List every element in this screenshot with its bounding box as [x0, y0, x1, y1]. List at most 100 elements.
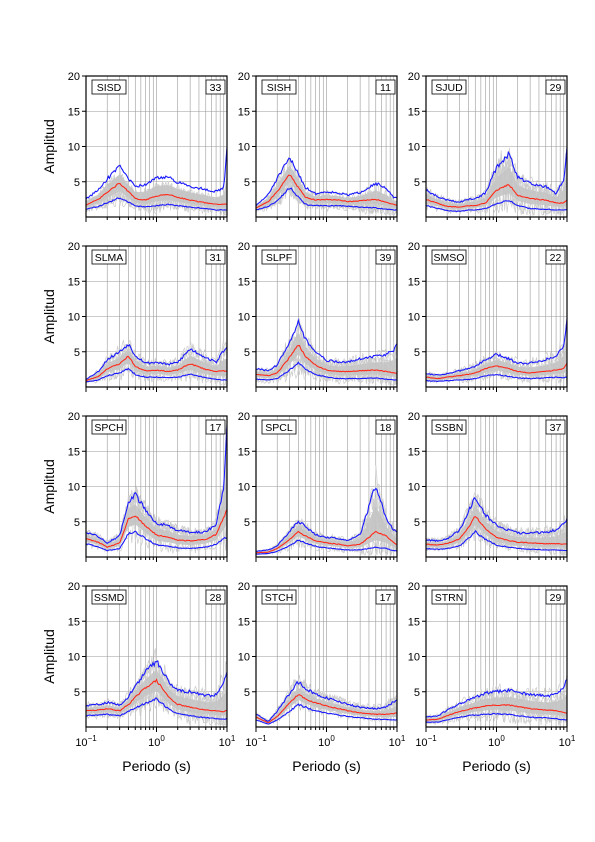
- y-axis-title: Amplitud: [41, 119, 57, 173]
- record-count-box: [545, 249, 566, 265]
- individual-record-line: [426, 368, 567, 385]
- x-ticks: [255, 387, 398, 392]
- y-tick-label: 20: [68, 581, 80, 593]
- x-tick-exponent: 1: [401, 734, 406, 743]
- y-ticks: [422, 245, 426, 353]
- y-tick-label: 5: [414, 517, 420, 529]
- y-tick-label: 5: [414, 687, 420, 699]
- upper-bound-line: [426, 679, 567, 718]
- y-tick-label: 15: [408, 276, 420, 288]
- y-ticks: [252, 75, 256, 183]
- x-ticks: [255, 217, 398, 222]
- x-tick-base: 10: [75, 737, 87, 749]
- x-axis-title: Periodo (s): [122, 758, 190, 774]
- mean-line: [426, 704, 567, 721]
- x-tick-label: 101: [389, 734, 406, 749]
- station-label: SSBN: [435, 422, 464, 434]
- mean-line: [256, 530, 397, 554]
- panel-data: [86, 147, 227, 216]
- spectrum-panel-spch: 5 10 15 20 SPCH 17 Amplitud: [41, 411, 228, 562]
- y-tick-label: 20: [238, 71, 250, 83]
- panel-data: [86, 339, 227, 386]
- y-tick-label: 15: [408, 106, 420, 118]
- upper-bound-line: [86, 343, 227, 380]
- lower-bound-line: [86, 697, 227, 720]
- record-count-box: [375, 249, 396, 265]
- record-count: 11: [380, 82, 391, 94]
- y-tick-label: 5: [74, 517, 80, 529]
- std-band: [86, 669, 227, 716]
- x-tick-label: 101: [559, 734, 576, 749]
- mean-line: [256, 174, 397, 209]
- y-tick-label: 5: [414, 177, 420, 189]
- std-band: [256, 332, 397, 378]
- station-label-box: [261, 79, 297, 95]
- y-ticks: [422, 75, 426, 183]
- station-label: SISD: [97, 82, 122, 94]
- panel-data: [256, 674, 397, 725]
- x-tick-exponent: −1: [258, 734, 268, 743]
- station-label: SLPF: [266, 252, 292, 264]
- y-tick-label: 5: [244, 347, 250, 359]
- upper-bound-line: [256, 157, 397, 207]
- y-tick-label: 20: [68, 241, 80, 253]
- y-ticks: [252, 245, 256, 353]
- station-label: SJUD: [435, 82, 463, 94]
- station-label: SISH: [267, 82, 292, 94]
- spectrum-panel-smso: 5 10 15 20 SMSO 22: [408, 241, 568, 392]
- x-tick-label: 10−1: [75, 734, 97, 749]
- y-tick-label: 5: [74, 177, 80, 189]
- y-ticks: [82, 75, 86, 183]
- x-tick-label: 100: [318, 734, 335, 749]
- spectrum-panel-sjud: 5 10 15 20 SJUD 29: [408, 71, 568, 222]
- x-ticks: [425, 557, 568, 562]
- spectrum-panel-sish: 5 10 15 20 SISH 11: [238, 71, 398, 222]
- upper-bound-line: [426, 496, 567, 543]
- x-ticks: [85, 387, 228, 392]
- station-label: STRN: [435, 592, 464, 604]
- record-count-box: [205, 249, 226, 265]
- record-count-box: [205, 419, 226, 435]
- x-tick-label: 100: [488, 734, 505, 749]
- y-tick-label: 15: [238, 446, 250, 458]
- y-tick-label: 10: [238, 482, 250, 494]
- upper-bound-line: [256, 487, 397, 553]
- x-tick-base: 10: [488, 737, 500, 749]
- record-count: 17: [210, 422, 222, 434]
- spectrum-panel-spcl: 5 10 15 20 SPCL 18: [238, 411, 398, 562]
- y-tick-label: 15: [408, 446, 420, 458]
- y-ticks: [252, 585, 256, 693]
- y-ticks: [422, 415, 426, 523]
- y-tick-label: 20: [238, 241, 250, 253]
- x-ticks: [255, 557, 398, 562]
- panel-data: [256, 156, 397, 216]
- individual-record-line: [86, 342, 227, 380]
- spectrum-panel-sisd: 5 10 15 20 SISD 33 Amplitud: [41, 71, 228, 222]
- y-tick-label: 15: [408, 616, 420, 628]
- station-label-box: [431, 249, 467, 265]
- y-tick-label: 15: [68, 106, 80, 118]
- individual-record-line: [256, 679, 397, 723]
- lower-bound-line: [86, 367, 227, 383]
- panel-data: [86, 648, 227, 727]
- y-axis-title: Amplitud: [41, 289, 57, 343]
- lower-bound-line: [426, 374, 567, 382]
- individual-record-line: [256, 356, 397, 385]
- lower-bound-line: [256, 187, 397, 211]
- station-label-box: [91, 79, 127, 95]
- mean-line: [256, 345, 397, 377]
- record-count-box: [375, 589, 396, 605]
- y-tick-label: 20: [408, 411, 420, 423]
- y-tick-label: 5: [244, 687, 250, 699]
- upper-bound-line: [86, 424, 227, 545]
- record-count: 18: [380, 422, 392, 434]
- panel-data: [256, 465, 397, 556]
- station-label: STCH: [265, 592, 294, 604]
- lower-bound-line: [426, 200, 567, 212]
- station-label: SLMA: [95, 252, 124, 264]
- y-tick-label: 20: [238, 411, 250, 423]
- station-label-box: [91, 249, 127, 265]
